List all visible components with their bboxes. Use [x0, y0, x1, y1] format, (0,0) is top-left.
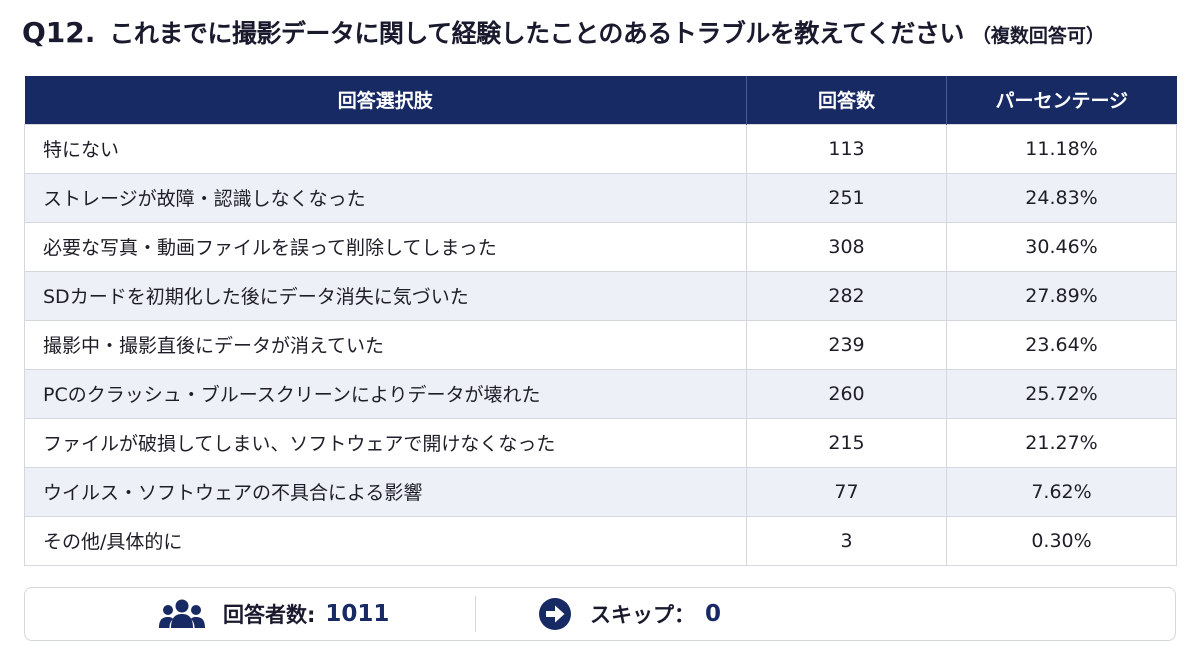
- percent-cell: 30.46%: [946, 221, 1177, 271]
- table-row: SDカードを初期化した後にデータ消失に気づいた 282 27.89%: [24, 270, 1177, 320]
- percent-cell: 11.18%: [946, 123, 1177, 173]
- option-cell: 撮影中・撮影直後にデータが消えていた: [24, 319, 747, 369]
- option-cell: 必要な写真・動画ファイルを誤って削除してしまった: [24, 221, 747, 271]
- percent-cell: 27.89%: [946, 270, 1177, 320]
- skip-label: スキップ：: [590, 603, 695, 627]
- table-row: ストレージが故障・認識しなくなった 251 24.83%: [24, 172, 1177, 222]
- count-cell: 113: [746, 123, 947, 173]
- arrow-right-circle-icon: [538, 597, 572, 631]
- skip-summary: スキップ： 0: [476, 588, 721, 640]
- summary-bar: 回答者数: 1011 スキップ： 0: [24, 587, 1176, 641]
- skip-value: 0: [705, 601, 722, 627]
- table-header-row: 回答選択肢 回答数 パーセンテージ: [24, 76, 1177, 124]
- count-cell: 260: [746, 368, 947, 418]
- option-cell: ウイルス・ソフトウェアの不具合による影響: [24, 466, 747, 516]
- header-option: 回答選択肢: [24, 76, 747, 124]
- count-cell: 215: [746, 417, 947, 467]
- question-text: これまでに撮影データに関して経験したことのあるトラブルを教えてください: [109, 19, 964, 48]
- count-cell: 308: [746, 221, 947, 271]
- header-count: 回答数: [746, 76, 947, 124]
- percent-cell: 21.27%: [946, 417, 1177, 467]
- option-cell: 特にない: [24, 123, 747, 173]
- question-note: （複数回答可）: [971, 25, 1105, 47]
- percent-cell: 7.62%: [946, 466, 1177, 516]
- summary-divider: [475, 596, 476, 632]
- respondents-value: 1011: [325, 601, 390, 627]
- header-percent: パーセンテージ: [946, 76, 1177, 124]
- users-icon: [159, 599, 205, 629]
- option-cell: その他/具体的に: [24, 515, 747, 566]
- respondents-label: 回答者数:: [223, 603, 316, 627]
- table-row: 特にない 113 11.18%: [24, 123, 1177, 173]
- count-cell: 251: [746, 172, 947, 222]
- results-table: 回答選択肢 回答数 パーセンテージ 特にない 113 11.18% ストレージが故障・…: [24, 76, 1177, 566]
- count-cell: 239: [746, 319, 947, 369]
- count-cell: 282: [746, 270, 947, 320]
- table-row: その他/具体的に 3 0.30%: [24, 515, 1177, 566]
- count-cell: 77: [746, 466, 947, 516]
- respondents-summary: 回答者数: 1011: [25, 588, 475, 640]
- question-number: Q12.: [22, 16, 96, 49]
- percent-cell: 24.83%: [946, 172, 1177, 222]
- option-cell: ストレージが故障・認識しなくなった: [24, 172, 747, 222]
- option-cell: SDカードを初期化した後にデータ消失に気づいた: [24, 270, 747, 320]
- table-row: ファイルが破損してしまい、ソフトウェアで開けなくなった 215 21.27%: [24, 417, 1177, 467]
- percent-cell: 0.30%: [946, 515, 1177, 566]
- percent-cell: 23.64%: [946, 319, 1177, 369]
- table-row: ウイルス・ソフトウェアの不具合による影響 77 7.62%: [24, 466, 1177, 516]
- percent-cell: 25.72%: [946, 368, 1177, 418]
- table-row: 撮影中・撮影直後にデータが消えていた 239 23.64%: [24, 319, 1177, 369]
- table-row: PCのクラッシュ・ブルースクリーンによりデータが壊れた 260 25.72%: [24, 368, 1177, 418]
- table-row: 必要な写真・動画ファイルを誤って削除してしまった 308 30.46%: [24, 221, 1177, 271]
- count-cell: 3: [746, 515, 947, 566]
- option-cell: PCのクラッシュ・ブルースクリーンによりデータが壊れた: [24, 368, 747, 418]
- option-cell: ファイルが破損してしまい、ソフトウェアで開けなくなった: [24, 417, 747, 467]
- question-title: Q12. これまでに撮影データに関して経験したことのあるトラブルを教えてください…: [22, 14, 1105, 58]
